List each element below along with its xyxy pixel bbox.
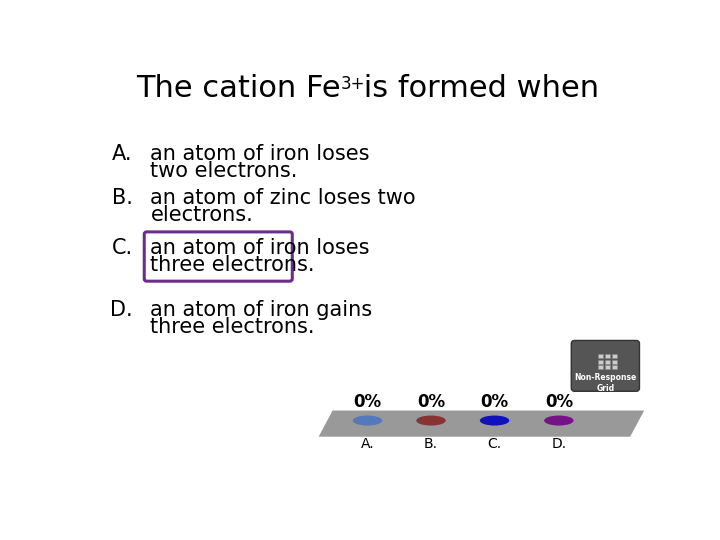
FancyBboxPatch shape	[611, 365, 617, 369]
FancyBboxPatch shape	[605, 354, 610, 358]
Text: A.: A.	[112, 144, 132, 164]
FancyBboxPatch shape	[611, 354, 617, 358]
Text: C.: C.	[487, 437, 502, 451]
FancyBboxPatch shape	[598, 365, 603, 369]
Text: D.: D.	[552, 437, 567, 451]
Text: three electrons.: three electrons.	[150, 316, 315, 336]
Text: 0%: 0%	[545, 393, 573, 411]
Text: 0%: 0%	[354, 393, 382, 411]
FancyBboxPatch shape	[598, 354, 603, 358]
Text: The cation Fe: The cation Fe	[135, 74, 341, 103]
Text: Non-Response
Grid: Non-Response Grid	[575, 373, 636, 393]
Ellipse shape	[353, 416, 382, 426]
Text: an atom of zinc loses two: an atom of zinc loses two	[150, 188, 416, 208]
Text: an atom of iron loses: an atom of iron loses	[150, 238, 370, 258]
Ellipse shape	[416, 416, 446, 426]
Text: A.: A.	[361, 437, 374, 451]
Text: 3+: 3+	[341, 76, 366, 93]
Text: electrons.: electrons.	[150, 205, 253, 225]
Text: is formed when: is formed when	[354, 74, 600, 103]
Text: D.: D.	[110, 300, 132, 320]
Text: B.: B.	[424, 437, 438, 451]
Text: B.: B.	[112, 188, 132, 208]
Text: 0%: 0%	[480, 393, 508, 411]
FancyBboxPatch shape	[605, 360, 610, 363]
FancyBboxPatch shape	[611, 360, 617, 363]
Ellipse shape	[544, 416, 574, 426]
Text: three electrons.: three electrons.	[150, 255, 315, 275]
FancyBboxPatch shape	[598, 360, 603, 363]
FancyBboxPatch shape	[144, 232, 292, 281]
Text: 0%: 0%	[417, 393, 445, 411]
Text: two electrons.: two electrons.	[150, 161, 298, 181]
Polygon shape	[319, 410, 644, 437]
FancyBboxPatch shape	[605, 365, 610, 369]
Text: C.: C.	[112, 238, 132, 258]
FancyBboxPatch shape	[571, 340, 639, 392]
Text: an atom of iron loses: an atom of iron loses	[150, 144, 370, 164]
Text: an atom of iron gains: an atom of iron gains	[150, 300, 372, 320]
Ellipse shape	[480, 416, 509, 426]
